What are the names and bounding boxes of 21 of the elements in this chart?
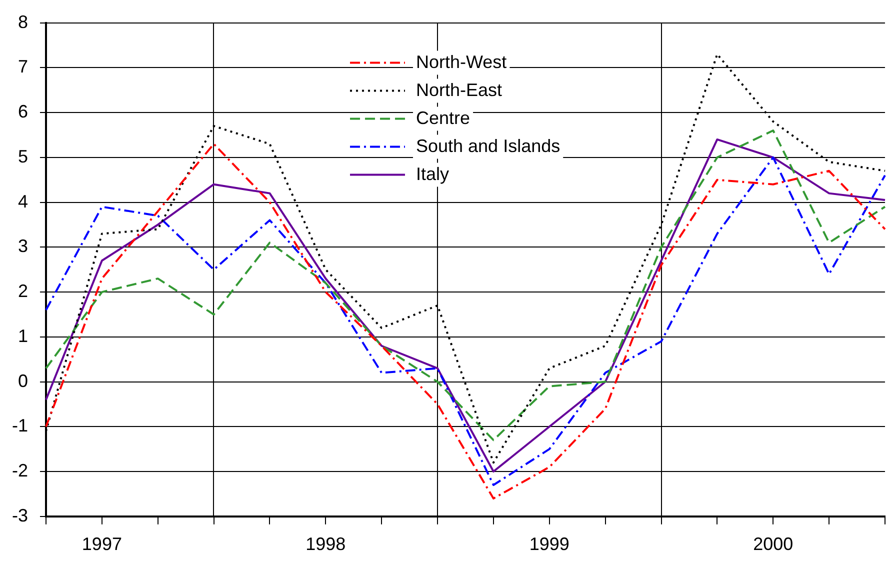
x-tick-label: 1997	[82, 534, 122, 554]
legend-label: Italy	[416, 164, 450, 184]
x-tick-label: 2000	[753, 534, 794, 554]
y-tick-label: -2	[12, 460, 28, 480]
y-tick-label: -3	[12, 505, 28, 526]
y-tick-label: -1	[12, 416, 28, 436]
legend-label: North-West	[416, 52, 507, 72]
legend-label: South and Islands	[416, 136, 560, 156]
y-tick-label: 1	[18, 326, 28, 346]
x-tick-label: 1998	[306, 534, 346, 554]
y-tick-label: 0	[18, 370, 28, 391]
y-tick-label: 5	[18, 146, 28, 166]
y-tick-label: 6	[18, 102, 28, 122]
y-tick-label: 4	[18, 191, 28, 212]
legend-label: Centre	[416, 108, 470, 128]
legend-label: North-East	[416, 80, 502, 100]
y-tick-label: 8	[18, 12, 28, 32]
x-tick-label: 1999	[529, 534, 570, 554]
y-tick-label: 7	[18, 56, 28, 77]
y-tick-label: 3	[18, 236, 28, 256]
y-tick-label: 2	[18, 281, 28, 302]
